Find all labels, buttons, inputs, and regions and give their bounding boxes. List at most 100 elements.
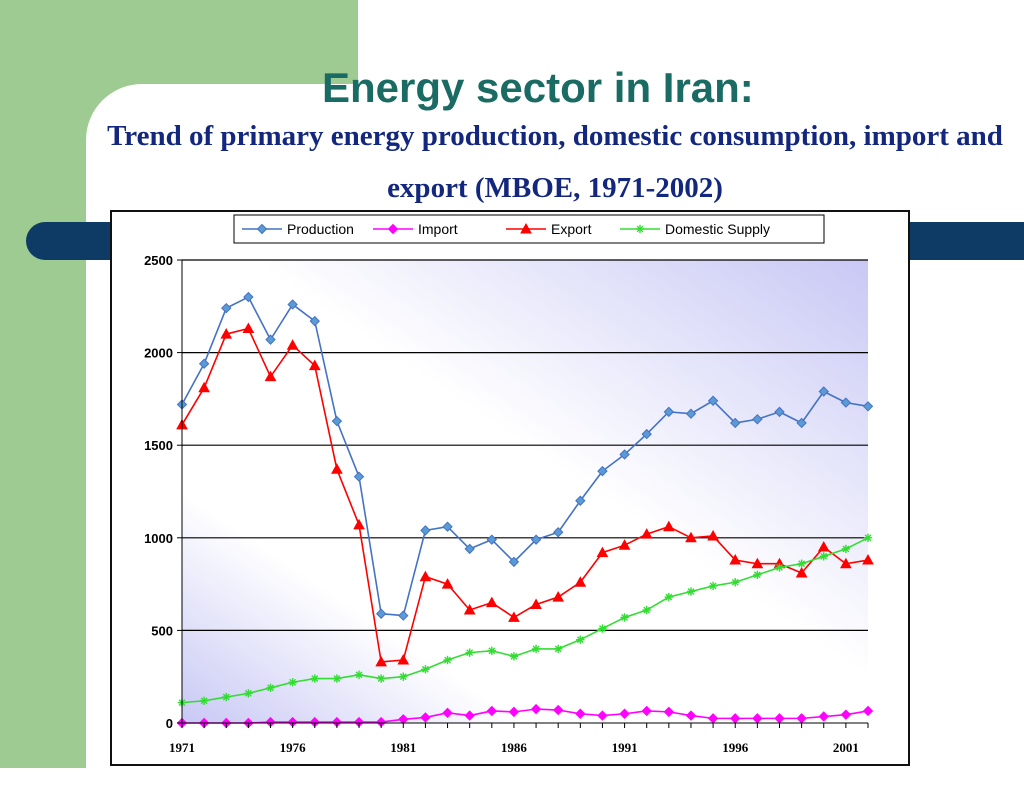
data-point-domestic-supply <box>731 578 740 587</box>
data-point-production <box>818 386 829 397</box>
legend-label: Production <box>287 221 354 237</box>
data-point-export <box>397 654 410 665</box>
plot-area <box>182 260 868 723</box>
data-point-production <box>862 401 874 412</box>
x-tick-label: 1991 <box>612 740 638 755</box>
data-point-production <box>597 465 608 477</box>
legend-swatch-marker <box>256 223 268 235</box>
data-point-export <box>574 576 587 587</box>
data-point-import <box>486 705 498 717</box>
legend-swatch-marker <box>635 224 645 234</box>
data-point-domestic-supply <box>354 670 364 680</box>
data-point-domestic-supply <box>332 674 342 683</box>
axes: 0 500 1000 1500 2000 2500 1971 1976 1981 1986 1991… <box>144 253 869 755</box>
legend-label: Export <box>551 221 592 237</box>
data-point-production <box>707 395 719 406</box>
series-domestic-supply <box>177 533 873 707</box>
data-point-production <box>287 299 298 310</box>
y-tick-label: 2500 <box>144 253 173 268</box>
legend-swatch-marker <box>387 223 399 235</box>
data-point-domestic-supply <box>509 652 519 661</box>
legend-label: Import <box>418 221 458 237</box>
x-tick-label: 1996 <box>722 740 749 755</box>
data-point-domestic-supply <box>598 624 607 633</box>
data-point-production <box>420 525 431 536</box>
data-point-production <box>309 315 320 327</box>
chart-frame: 0 500 1000 1500 2000 2500 1971 1976 1981 1986 1991… <box>110 210 910 766</box>
data-point-import <box>597 710 608 721</box>
data-point-export <box>817 541 830 552</box>
data-point-export <box>640 528 653 539</box>
data-point-domestic-supply <box>686 587 696 596</box>
data-point-domestic-supply <box>465 648 474 657</box>
data-point-production <box>221 302 232 314</box>
data-point-export <box>729 553 742 565</box>
data-point-import <box>530 703 542 715</box>
data-point-export <box>707 529 719 541</box>
y-tick-label: 500 <box>151 623 173 638</box>
x-tick-label: 1971 <box>169 740 195 755</box>
data-point-production <box>353 471 365 482</box>
y-tick-label: 2000 <box>144 346 173 361</box>
data-point-production <box>663 406 675 418</box>
data-point-domestic-supply <box>708 581 718 591</box>
x-tick-label: 1976 <box>280 740 307 755</box>
data-point-production <box>398 610 409 621</box>
data-point-export <box>264 370 277 382</box>
series-layer <box>176 291 874 729</box>
y-tick-label: 1500 <box>144 438 173 453</box>
data-point-domestic-supply <box>553 644 563 654</box>
data-point-export <box>286 339 299 350</box>
data-point-domestic-supply <box>310 674 319 683</box>
data-point-domestic-supply <box>664 592 674 602</box>
data-point-production <box>730 417 741 429</box>
legend-swatch-marker <box>520 222 532 234</box>
data-point-domestic-supply <box>443 655 452 665</box>
data-point-export <box>530 598 542 609</box>
data-point-production <box>508 556 520 568</box>
data-point-production <box>486 534 498 545</box>
legend-item-export: Export <box>506 221 592 237</box>
data-point-export <box>331 463 343 474</box>
data-point-domestic-supply <box>376 674 386 683</box>
x-tick-label: 1986 <box>501 740 528 755</box>
data-point-import <box>818 711 829 722</box>
data-point-production <box>265 334 276 345</box>
data-point-import <box>862 705 874 717</box>
data-point-import <box>575 708 586 719</box>
series-import <box>176 703 874 729</box>
x-tick-label: 1981 <box>390 740 416 755</box>
data-point-domestic-supply <box>863 533 873 542</box>
data-point-production <box>530 534 542 545</box>
data-point-export <box>751 557 764 569</box>
data-point-export <box>618 539 631 550</box>
data-point-production <box>774 406 785 418</box>
data-point-export <box>220 328 233 339</box>
data-point-import <box>508 706 520 718</box>
data-point-domestic-supply <box>399 672 408 681</box>
x-tick-label: 2001 <box>833 740 859 755</box>
data-point-import <box>442 707 453 719</box>
data-point-production <box>752 414 763 425</box>
gridlines <box>182 259 868 631</box>
data-point-import <box>685 710 697 721</box>
data-point-production <box>375 608 387 619</box>
data-point-production <box>619 449 630 460</box>
data-point-production <box>198 358 210 369</box>
data-point-export <box>685 531 697 543</box>
data-point-domestic-supply <box>222 692 231 702</box>
data-point-production <box>796 417 807 429</box>
data-point-domestic-supply <box>199 696 209 705</box>
data-point-domestic-supply <box>642 605 651 615</box>
data-point-export <box>353 518 365 530</box>
data-point-export <box>862 553 874 565</box>
legend-item-production: Production <box>242 221 354 237</box>
data-point-export <box>375 655 388 667</box>
data-point-production <box>243 291 254 303</box>
data-point-export <box>662 520 675 532</box>
data-point-export <box>198 381 210 393</box>
data-point-production <box>552 527 564 538</box>
data-point-import <box>420 712 431 723</box>
data-point-import <box>619 708 630 719</box>
data-point-domestic-supply <box>576 635 585 644</box>
